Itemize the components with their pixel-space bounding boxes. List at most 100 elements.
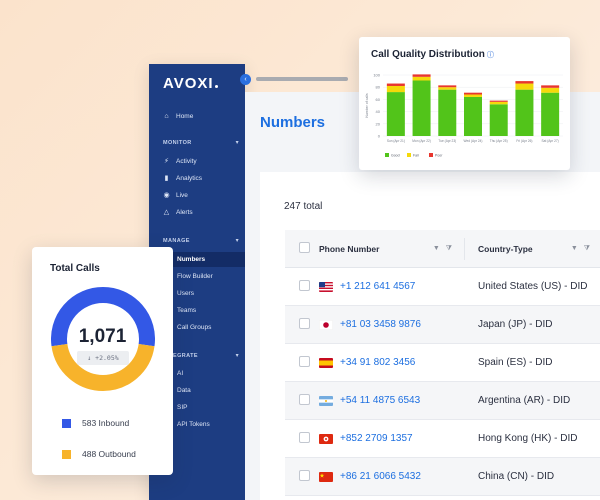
integrate-section-header[interactable]: INTEGRATE ▾	[163, 352, 239, 360]
chevron-down-icon: ▾	[235, 353, 239, 359]
phone-number-link[interactable]: +34 91 802 3456	[340, 357, 416, 368]
sidebar-item-numbers[interactable]: Numbers	[149, 252, 245, 267]
sidebar-item-api-tokens[interactable]: API Tokens	[177, 421, 210, 428]
bar-good	[489, 104, 508, 136]
numbers-table: Phone Number ▼ ⧩ Country-Type ▼ ⧩	[285, 230, 600, 496]
total-calls-donut	[51, 287, 155, 391]
donut-segment-inbound	[51, 287, 155, 347]
country-type: Spain (ES) - DID	[478, 357, 553, 368]
table-row[interactable]: +86 21 6066 5432 China (CN) - DID	[285, 458, 600, 496]
info-icon[interactable]: ⓘ	[486, 52, 494, 59]
table-row[interactable]: +81 03 3458 9876 Japan (JP) - DID	[285, 306, 600, 344]
row-checkbox[interactable]	[299, 355, 310, 367]
us-flag-icon	[319, 281, 333, 292]
sidebar-item-teams[interactable]: Teams	[177, 307, 197, 314]
home-icon: ⌂	[164, 113, 169, 120]
legend-outbound: 488 Outbound	[62, 449, 136, 459]
phone-number-link[interactable]: +86 21 6066 5432	[340, 471, 421, 482]
sidebar-item-sip[interactable]: SIP	[177, 404, 188, 411]
table-header: Phone Number ▼ ⧩ Country-Type ▼ ⧩	[285, 230, 600, 268]
chart-title: Call Quality Distribution ⓘ	[371, 49, 494, 60]
bar-good	[541, 92, 560, 136]
x-tick-label: Tue (Apr 23)	[438, 139, 456, 143]
sidebar-item-analytics[interactable]: ▮ Analytics	[164, 175, 203, 182]
activity-icon: ⚡	[164, 158, 169, 165]
sidebar-item-call-groups[interactable]: Call Groups	[177, 324, 212, 331]
country-type: Hong Kong (HK) - DID	[478, 433, 578, 444]
row-checkbox[interactable]	[299, 317, 310, 329]
row-checkbox[interactable]	[299, 393, 310, 405]
collapse-sidebar-button[interactable]: ‹	[240, 74, 251, 85]
x-tick-label: Mon (Apr 22)	[412, 139, 431, 143]
table-row[interactable]: +34 91 802 3456 Spain (ES) - DID	[285, 344, 600, 382]
bar-fair	[464, 94, 482, 97]
y-tick-label: 0	[378, 134, 381, 139]
total-calls-change-badge: ↓ +2.05%	[77, 351, 129, 365]
legend-swatch-good	[385, 153, 389, 157]
phone-number-link[interactable]: +852 2709 1357	[340, 433, 413, 444]
chevron-down-icon: ▾	[235, 238, 239, 244]
filter-icon[interactable]: ⧩	[445, 244, 452, 252]
top-bar-placeholder	[256, 77, 348, 81]
sort-icon[interactable]: ▼	[432, 244, 440, 252]
country-type: United States (US) - DID	[478, 281, 588, 292]
bar-poor	[489, 100, 508, 102]
country-type: Argentina (AR) - DID	[478, 395, 571, 406]
legend-swatch-fair	[407, 153, 411, 157]
chevron-left-icon: ‹	[244, 76, 247, 83]
total-calls-card: Total Calls 1,071 ↓ +2.05% 583 Inbound 4…	[32, 247, 173, 475]
live-icon: ◉	[163, 192, 170, 199]
row-checkbox[interactable]	[299, 469, 310, 481]
sidebar-item-ai[interactable]: AI	[177, 370, 184, 377]
table-row[interactable]: +852 2709 1357 Hong Kong (HK) - DID	[285, 420, 600, 458]
select-all-checkbox[interactable]	[299, 242, 310, 253]
bar-fair	[489, 101, 508, 105]
bar-poor	[412, 74, 431, 77]
ar-flag-icon	[319, 395, 333, 406]
legend-swatch-outbound	[62, 449, 71, 459]
bar-poor	[515, 81, 534, 84]
phone-number-link[interactable]: +1 212 641 4567	[340, 281, 416, 292]
y-tick-label: 60	[376, 97, 381, 102]
sidebar-item-alerts[interactable]: △ Alerts	[163, 209, 193, 216]
table-row[interactable]: +54 11 4875 6543 Argentina (AR) - DID	[285, 382, 600, 420]
column-header-country-type[interactable]: Country-Type ▼ ⧩	[478, 243, 590, 254]
y-axis-label: Number of calls	[365, 93, 369, 118]
manage-section-header[interactable]: MANAGE ▾	[163, 237, 239, 245]
country-type: Japan (JP) - DID	[478, 319, 553, 330]
y-tick-label: 100	[373, 73, 380, 78]
avoxi-logo[interactable]: AVOXI	[163, 75, 218, 92]
sidebar-item-flow-builder[interactable]: Flow Builder	[177, 273, 213, 280]
bar-fair	[412, 76, 431, 81]
legend-inbound: 583 Inbound	[62, 418, 129, 428]
y-tick-label: 40	[376, 109, 381, 114]
filter-icon[interactable]: ⧩	[583, 244, 590, 252]
monitor-section-header[interactable]: MONITOR ▾	[163, 139, 239, 147]
bar-fair	[541, 87, 560, 93]
numbers-card: 247 total Phone Number ▼ ⧩ Country-Type …	[260, 172, 600, 500]
phone-number-link[interactable]: +81 03 3458 9876	[340, 319, 421, 330]
bar-good	[464, 96, 482, 136]
table-row[interactable]: +1 212 641 4567 United States (US) - DID	[285, 268, 600, 306]
x-tick-label: Wed (Apr 24)	[464, 139, 483, 143]
jp-flag-icon	[319, 319, 333, 330]
total-calls-value: 1,071	[78, 326, 127, 347]
bar-fair	[515, 83, 534, 90]
sidebar-item-label: Home	[176, 113, 194, 120]
sidebar-item-live[interactable]: ◉ Live	[163, 192, 188, 199]
country-type: China (CN) - DID	[478, 471, 555, 482]
chevron-down-icon: ▾	[235, 140, 239, 146]
sort-icon[interactable]: ▼	[570, 244, 578, 252]
column-header-phone[interactable]: Phone Number ▼ ⧩	[319, 237, 465, 260]
main-panel: Numbers 247 total Phone Number ▼ ⧩ Count…	[245, 92, 600, 500]
sidebar-item-home[interactable]: ⌂ Home	[163, 109, 243, 124]
phone-number-link[interactable]: +54 11 4875 6543	[340, 395, 421, 406]
total-count: 247 total	[284, 201, 323, 212]
sidebar-item-data[interactable]: Data	[177, 387, 191, 394]
row-checkbox[interactable]	[299, 431, 310, 443]
sidebar-item-users[interactable]: Users	[177, 290, 194, 297]
x-tick-label: Fri (Apr 26)	[516, 139, 532, 143]
bar-good	[438, 89, 457, 136]
row-checkbox[interactable]	[299, 279, 310, 291]
sidebar-item-activity[interactable]: ⚡ Activity	[164, 158, 197, 165]
